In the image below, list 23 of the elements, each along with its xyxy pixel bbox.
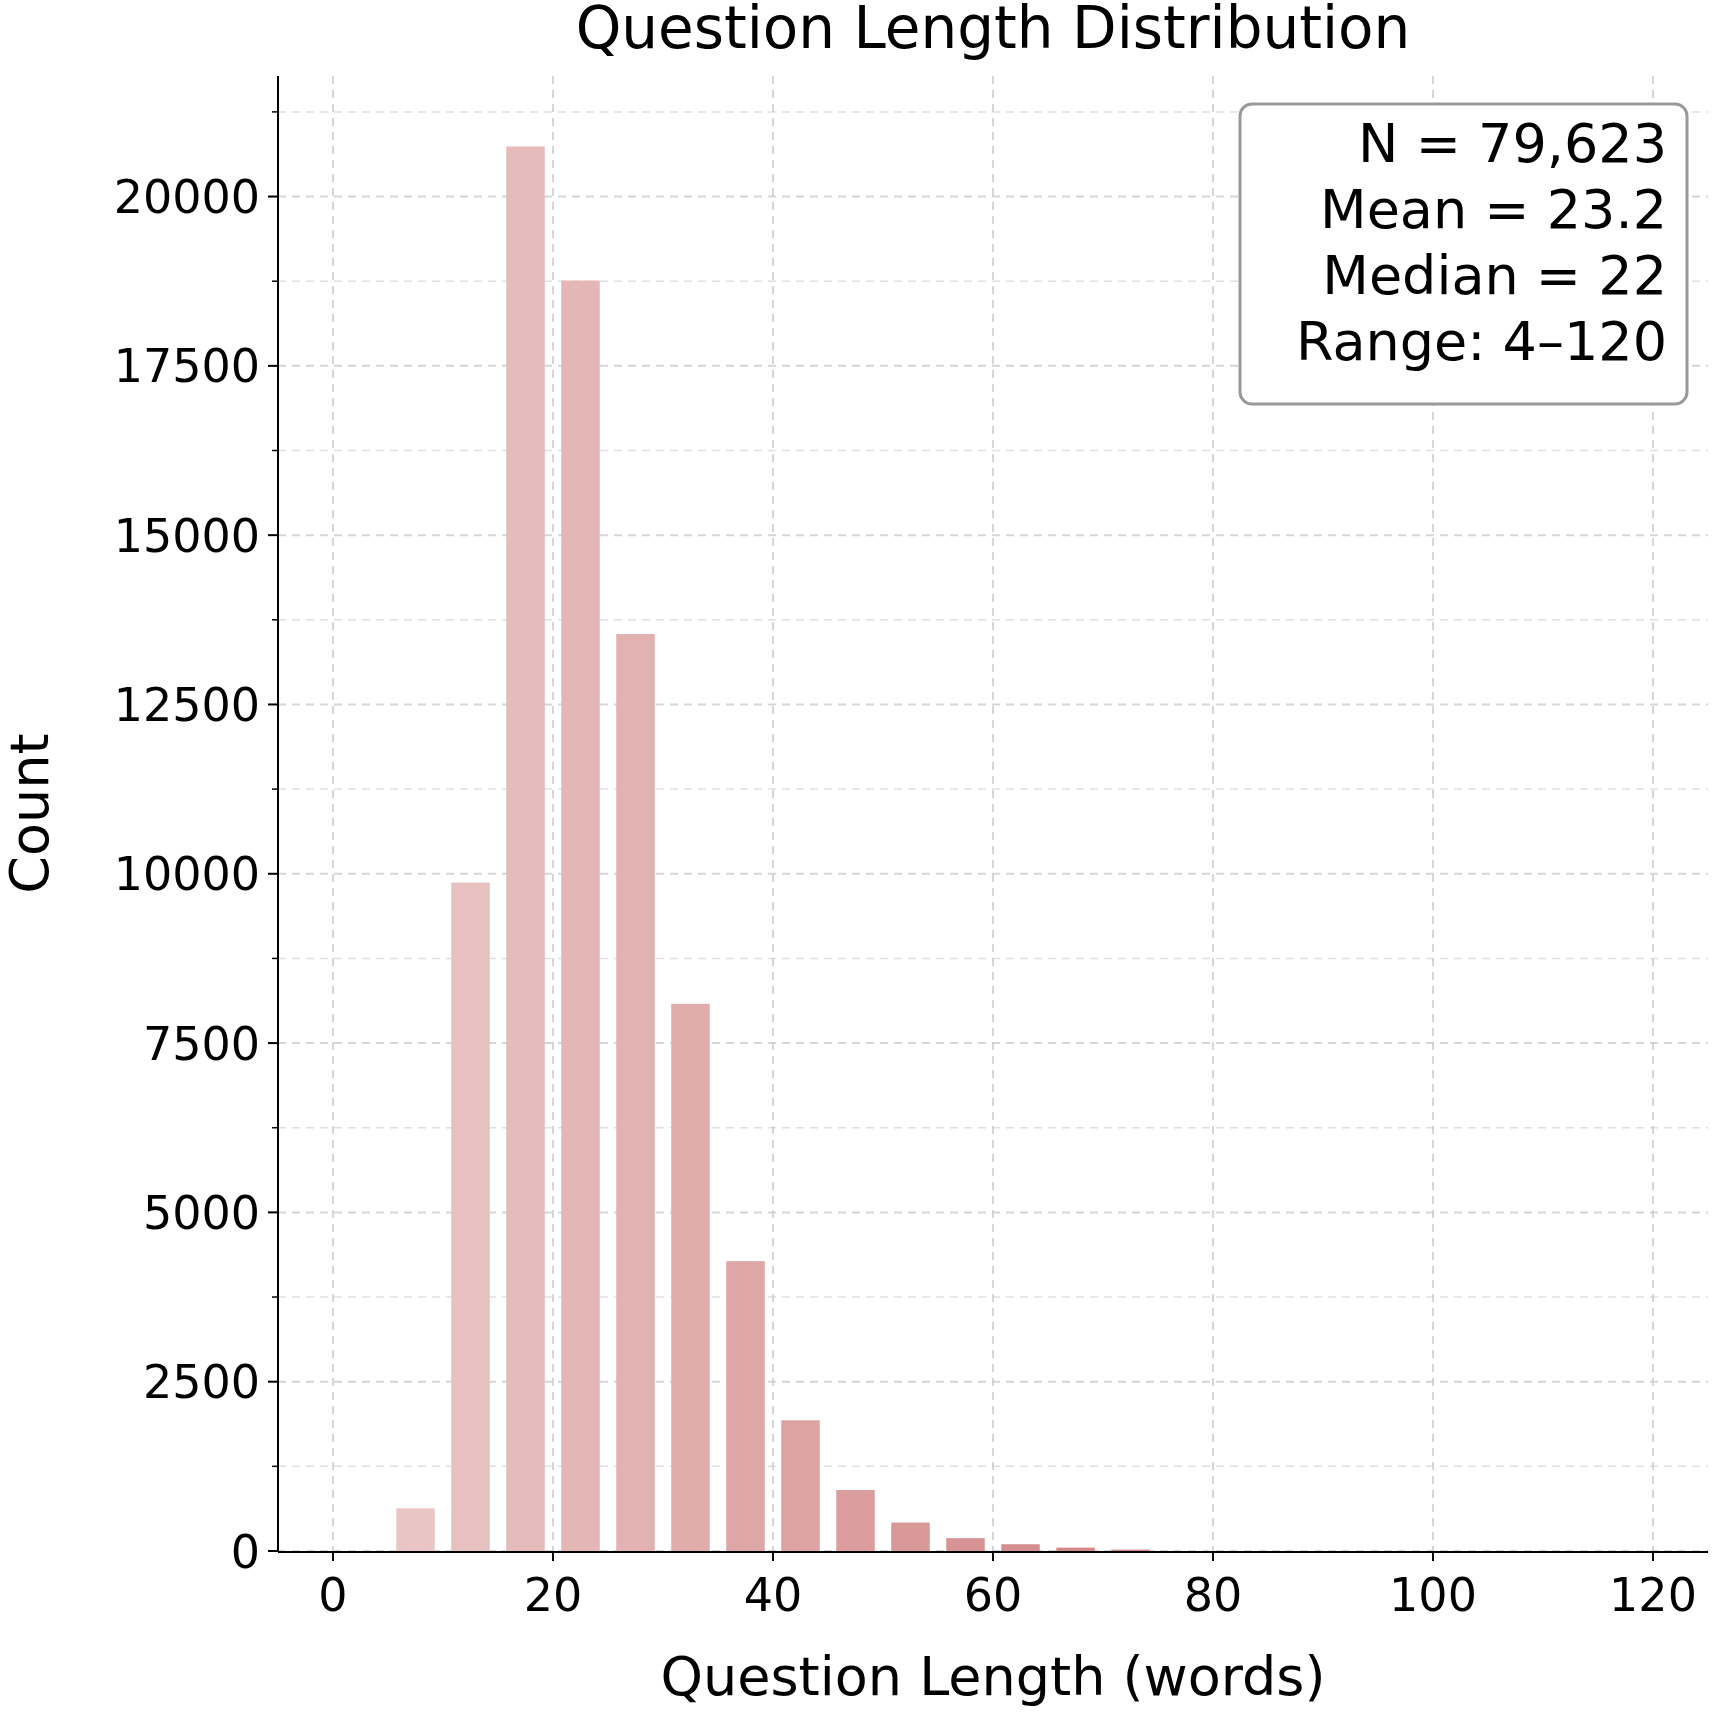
x-tick-label: 20	[523, 1568, 583, 1622]
y-tick-label: 20000	[113, 170, 260, 225]
y-tick-label: 7500	[142, 1016, 260, 1071]
chart-title: Question Length Distribution	[575, 0, 1411, 62]
annotation: Mean = 23.2	[1320, 178, 1667, 241]
x-tick-label: 120	[1609, 1568, 1697, 1622]
y-tick-label: 5000	[142, 1185, 260, 1240]
annotation: Range: 4–120	[1296, 310, 1667, 373]
y-tick-label: 10000	[113, 847, 260, 902]
y-tick-label: 12500	[113, 678, 260, 733]
y-tick-label: 17500	[113, 339, 260, 394]
x-axis-title: Question Length (words)	[660, 1645, 1326, 1708]
y-tick-label: 15000	[113, 508, 260, 563]
annotation: N = 79,623	[1358, 112, 1667, 175]
x-tick-label: 40	[743, 1568, 803, 1622]
x-tick-label: 100	[1389, 1568, 1477, 1622]
y-tick-label: 2500	[142, 1355, 260, 1410]
y-axis-title: Count	[0, 733, 61, 894]
y-tick-label: 0	[230, 1524, 260, 1579]
x-tick-label: 60	[963, 1568, 1023, 1622]
x-tick-label: 80	[1183, 1568, 1243, 1622]
annotation: Median = 22	[1322, 244, 1667, 307]
x-tick-label: 0	[318, 1568, 348, 1622]
